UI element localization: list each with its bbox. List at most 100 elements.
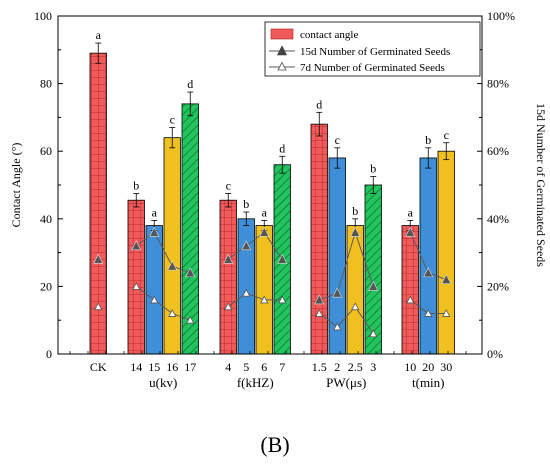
significance-letter: b [133, 178, 139, 192]
group-label: t(min) [412, 375, 445, 390]
seeds-15d-point [314, 294, 325, 305]
significance-letter: a [262, 205, 268, 219]
x-tick-label: 3 [370, 360, 376, 374]
y2-tick-label: 20% [487, 279, 509, 293]
y-tick-label: 20 [40, 279, 52, 293]
x-tick-label: 2.5 [348, 360, 363, 374]
panel-label: (B) [260, 432, 290, 457]
x-tick-label: 4 [225, 360, 231, 374]
seeds-15d-point [350, 226, 361, 237]
seeds-7d-point [224, 302, 233, 311]
seeds-15d-point [167, 260, 178, 271]
legend-7d-marker [277, 61, 287, 71]
y-tick-label: 0 [46, 347, 52, 361]
seeds-7d-point [424, 309, 433, 317]
y-tick-label: 100 [34, 9, 52, 23]
seeds-15d-point [423, 267, 434, 278]
bar [219, 199, 237, 355]
seeds-15d-point [185, 267, 196, 278]
seeds-15d-line [227, 231, 283, 260]
legend-bar-swatch [270, 28, 294, 40]
y-axis-label: Contact Angle (°) [9, 143, 23, 228]
seeds-15d-point [368, 280, 379, 291]
y2-tick-label: 80% [487, 77, 509, 91]
seeds-7d-point [132, 282, 141, 290]
seeds-15d-point [149, 226, 160, 237]
y2-tick-label: 40% [487, 212, 509, 226]
x-tick-label: 14 [130, 360, 142, 374]
seeds-7d-line [318, 305, 374, 334]
significance-letter: c [444, 128, 449, 142]
seeds-15d-point [131, 240, 142, 251]
bar [419, 157, 437, 355]
x-tick-label: 30 [440, 360, 452, 374]
seeds-7d-point [315, 309, 324, 317]
seeds-7d-line [227, 292, 283, 308]
seeds-15d-point [405, 226, 416, 237]
seeds-15d-point [241, 240, 252, 251]
seeds-15d-line [319, 230, 374, 301]
seeds-15d-point [223, 253, 234, 264]
x-tick-label: 15 [148, 360, 160, 374]
group-label: u(kv) [149, 375, 177, 390]
bar [346, 225, 364, 355]
seeds-7d-point [406, 295, 415, 304]
legend-15d-marker [277, 45, 287, 56]
seeds-15d-point [277, 253, 288, 264]
seeds-7d-line [135, 286, 191, 321]
y2-tick-label: 60% [487, 144, 509, 158]
significance-letter: d [279, 141, 285, 155]
seeds-7d-point [150, 295, 159, 304]
group-label: f(kHZ) [237, 375, 274, 390]
seeds-15d-point [259, 226, 270, 237]
seeds-7d-point [333, 322, 342, 331]
seeds-15d-point [441, 273, 452, 284]
bar [437, 150, 455, 355]
x-tick-label: 7 [279, 360, 285, 374]
y2-tick-label: 0% [487, 347, 503, 361]
seeds-15d-point [332, 287, 343, 298]
x-tick-label: 17 [184, 360, 196, 374]
legend-7d-label: 7d Number of Germinated Seeds [300, 62, 445, 74]
x-tick-label: 10 [404, 360, 416, 374]
significance-letter: c [335, 133, 340, 147]
bar [255, 225, 273, 355]
seeds-7d-point [186, 315, 195, 324]
significance-letter: c [226, 178, 231, 192]
significance-letter: b [243, 197, 249, 211]
x-tick-label: 1.5 [312, 360, 327, 374]
legend-box [264, 21, 481, 77]
x-tick-label: 5 [243, 360, 249, 374]
bar [310, 123, 328, 355]
significance-letter: a [152, 205, 158, 219]
bar [237, 218, 255, 355]
bar [127, 199, 145, 355]
seeds-7d-point [369, 329, 378, 338]
significance-letter: c [170, 113, 175, 127]
group-label: PW(μs) [326, 375, 366, 390]
significance-letter: a [408, 205, 414, 219]
seeds-7d-point [94, 302, 103, 311]
significance-letter: a [96, 28, 102, 42]
seeds-15d-line [135, 231, 191, 274]
x-tick-label: 20 [422, 360, 434, 374]
legend: contact angle 15d Number of Germinated S… [264, 21, 481, 77]
x-tick-label: 16 [166, 360, 178, 374]
seeds-7d-point [351, 302, 360, 311]
significance-letter: b [425, 133, 431, 147]
seeds-7d-point [168, 309, 177, 317]
significance-letter: b [370, 162, 376, 176]
seeds-7d-point [442, 309, 451, 317]
y-tick-label: 60 [40, 144, 52, 158]
seeds-15d-point [93, 253, 104, 264]
seeds-7d-point [278, 295, 287, 304]
legend-bar-label: contact angle [300, 29, 358, 41]
seeds-7d-point [260, 295, 269, 304]
x-tick-label: CK [90, 360, 107, 374]
y2-tick-label: 100% [487, 9, 515, 23]
y2-axis-label: 15d Number of Germinated Seeds [534, 103, 548, 267]
bar [145, 225, 163, 355]
y-tick-label: 80 [40, 77, 52, 91]
x-tick-label: 6 [261, 360, 267, 374]
